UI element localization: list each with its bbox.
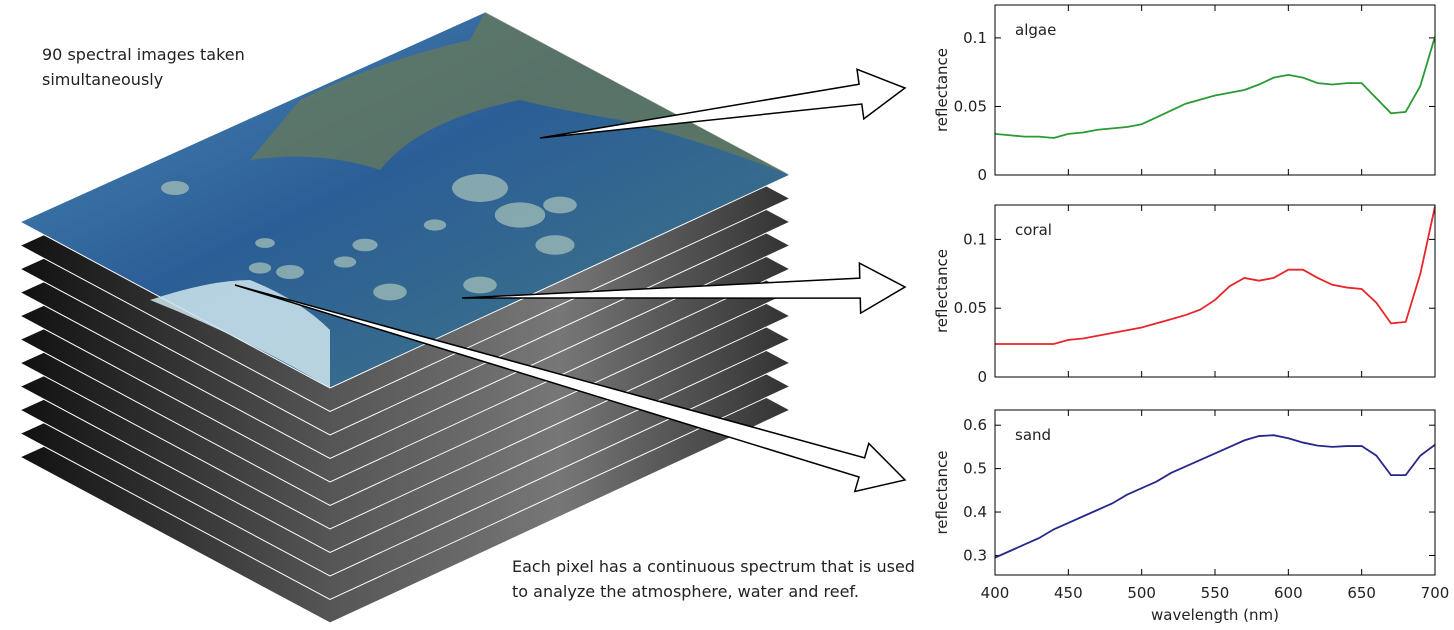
y-tick-label: 0.1 [963,230,987,248]
y-axis-label: reflectance [933,249,951,333]
x-tick-label: 550 [1201,584,1230,602]
reef-patch [161,181,189,195]
x-tick-label: 600 [1274,584,1303,602]
y-axis-label: reflectance [933,48,951,132]
reef-patch [463,277,497,294]
series-label: sand [1015,426,1051,444]
reef-patch [334,256,356,267]
reef-patch [543,197,577,214]
y-tick-label: 0.5 [963,460,987,478]
chart-panel: 0.3 0.4 0.5 0.6 400 450 500 550 600 650 700 wavelen… [933,410,1449,624]
y-tick-label: 0.4 [963,503,987,521]
series-line [995,206,1435,344]
y-axis-label: reflectance [933,450,951,534]
series-label: algae [1015,21,1056,39]
plot-frame [995,205,1435,377]
page: {"chart_data": [ {"type": "line", "ylabe… [0,0,1454,630]
figure: 0 0.05 0.1 reflectance algae 0 0.05 0.1 reflecta… [0,0,1454,630]
y-tick-label: 0 [977,166,987,184]
reef-patch [452,174,508,202]
y-tick-label: 0.1 [963,29,987,47]
chart-panel: 0 0.05 0.1 reflectance algae [933,5,1435,184]
plot-frame [995,410,1435,575]
x-tick-label: 500 [1127,584,1156,602]
series-label: coral [1015,221,1052,239]
reef-patch [535,235,574,255]
y-tick-label: 0.05 [954,97,987,115]
x-tick-label: 650 [1347,584,1376,602]
reef-patch [373,284,407,301]
reef-patch [424,219,446,230]
series-line [995,435,1435,557]
reef-patch [249,262,271,273]
x-tick-label: 450 [1054,584,1083,602]
x-tick-label: 400 [981,584,1010,602]
x-tick-label: 700 [1421,584,1450,602]
reef-patch [495,202,545,227]
y-tick-label: 0 [977,368,987,386]
chart-panel: 0 0.05 0.1 reflectance coral [933,205,1435,386]
y-tick-label: 0.3 [963,546,987,564]
reef-patch [352,239,377,252]
reef-patch [255,238,275,248]
y-tick-label: 0.6 [963,416,987,434]
series-line [995,37,1435,138]
x-axis-label: wavelength (nm) [1151,606,1279,624]
image-stack [20,12,790,623]
reef-patch [276,265,304,279]
y-tick-label: 0.05 [954,299,987,317]
